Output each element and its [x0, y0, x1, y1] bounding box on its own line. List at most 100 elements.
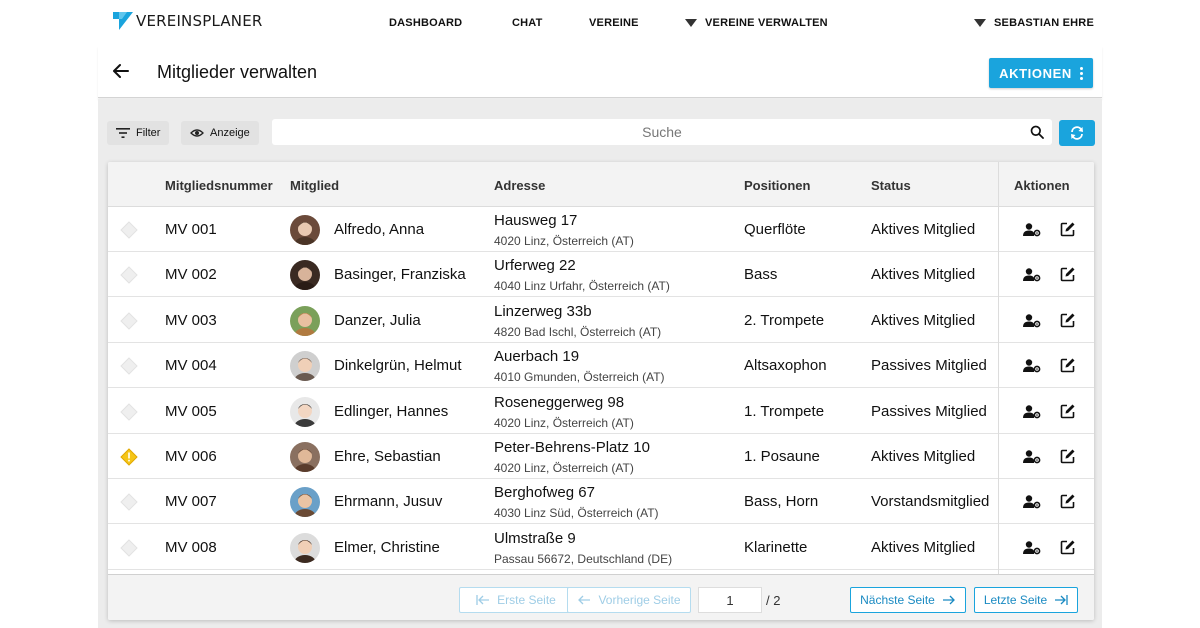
nav-vereine-verwalten[interactable]: VEREINE VERWALTEN	[685, 17, 828, 29]
actions-button[interactable]: AKTIONEN	[989, 58, 1093, 88]
nav-vereine[interactable]: VEREINE	[589, 17, 639, 29]
column-header-number[interactable]: Mitgliedsnummer	[165, 178, 273, 193]
address-street: Roseneggerweg 98	[494, 393, 625, 411]
next-page-label: Nächste Seite	[860, 593, 935, 607]
table-row[interactable]: MV 003 Danzer, Julia Linzerweg 33b 4820 Bad…	[108, 297, 1094, 343]
page-title: Mitglieder verwalten	[157, 62, 318, 82]
address-street: Auerbach 19	[494, 348, 580, 366]
table-row[interactable]: MV 001 Alfredo, Anna Hausweg 17 4020 Linz, …	[108, 207, 1094, 252]
member-number: MV 003	[165, 311, 217, 329]
edit-icon[interactable]	[1060, 266, 1076, 282]
member-status: Passives Mitglied	[871, 357, 987, 375]
member-name[interactable]: Basinger, Franziska	[334, 266, 466, 284]
avatar	[290, 351, 320, 382]
filter-button[interactable]: Filter	[107, 121, 170, 145]
table-header: Mitgliedsnummer Mitglied Adresse Positio…	[108, 162, 1094, 207]
address-city: 4820 Bad Ischl, Österreich (AT)	[494, 324, 662, 339]
display-label: Anzeige	[210, 127, 250, 139]
table-row[interactable]: MV 006 Ehre, Sebastian Peter-Behrens-Platz…	[108, 434, 1094, 479]
page-number-input[interactable]: 1	[698, 587, 762, 613]
member-name[interactable]: Dinkelgrün, Helmut	[334, 357, 462, 375]
edit-icon[interactable]	[1060, 448, 1076, 464]
member-number: MV 005	[165, 402, 217, 420]
member-position: Altsaxophon	[744, 357, 827, 375]
member-name[interactable]: Alfredo, Anna	[334, 221, 425, 238]
user-settings-icon[interactable]	[1023, 358, 1041, 374]
member-name[interactable]: Elmer, Christine	[334, 538, 440, 556]
address-city: Passau 56672, Deutschland (DE)	[494, 551, 673, 566]
warning-icon	[120, 448, 138, 466]
search-icon[interactable]	[1030, 125, 1044, 139]
edit-icon[interactable]	[1060, 357, 1076, 373]
address-street: Hausweg 17	[494, 212, 578, 229]
edit-icon[interactable]	[1060, 221, 1076, 237]
address-city: 4030 Linz Süd, Österreich (AT)	[494, 506, 659, 521]
user-settings-icon[interactable]	[1023, 494, 1041, 510]
user-settings-icon[interactable]	[1023, 449, 1041, 465]
first-page-button[interactable]: Erste Seite	[459, 587, 573, 613]
address-city: 4040 Linz Urfahr, Österreich (AT)	[494, 279, 670, 294]
display-button[interactable]: Anzeige	[181, 121, 259, 145]
column-header-positions[interactable]: Positionen	[744, 178, 811, 193]
user-name: SEBASTIAN EHRE	[994, 17, 1094, 29]
column-header-member[interactable]: Mitglied	[290, 178, 340, 193]
member-number: MV 004	[165, 357, 217, 375]
avatar	[290, 487, 320, 518]
avatar	[290, 305, 320, 336]
address-city: 4020 Linz, Österreich (AT)	[494, 234, 634, 248]
member-status: Aktives Mitglied	[871, 538, 976, 556]
member-status: Vorstandsmitglied	[871, 493, 990, 511]
user-menu[interactable]: SEBASTIAN EHRE	[974, 17, 1094, 29]
member-position: Querflöte	[744, 221, 806, 238]
column-header-address[interactable]: Adresse	[494, 178, 546, 193]
actions-column-divider	[998, 162, 999, 574]
user-settings-icon[interactable]	[1023, 222, 1041, 238]
nav-dashboard[interactable]: DASHBOARD	[389, 17, 462, 29]
last-page-icon	[1055, 595, 1068, 605]
member-name[interactable]: Ehrmann, Jusuv	[334, 493, 443, 511]
back-arrow-icon[interactable]	[112, 62, 130, 80]
edit-icon[interactable]	[1060, 493, 1076, 509]
member-number: MV 002	[165, 266, 217, 284]
arrow-left-icon	[578, 595, 591, 605]
user-settings-icon[interactable]	[1023, 540, 1041, 556]
member-position: 1. Trompete	[744, 402, 825, 420]
member-name[interactable]: Edlinger, Hannes	[334, 402, 449, 420]
address-street: Urferweg 22	[494, 257, 576, 275]
edit-icon[interactable]	[1060, 403, 1076, 419]
member-status: Aktives Mitglied	[871, 266, 976, 284]
member-position: Bass	[744, 266, 778, 284]
previous-page-button[interactable]: Vorherige Seite	[567, 587, 691, 613]
avatar	[290, 442, 320, 472]
first-page-label: Erste Seite	[497, 593, 556, 607]
user-settings-icon[interactable]	[1023, 404, 1041, 420]
user-settings-icon[interactable]	[1023, 313, 1041, 329]
table-row[interactable]: MV 004 Dinkelgrün, Helmut Auerbach 19 4010 …	[108, 343, 1094, 389]
search-input[interactable]	[272, 119, 1052, 145]
last-page-button[interactable]: Letzte Seite	[974, 587, 1078, 613]
members-table: Mitgliedsnummer Mitglied Adresse Positio…	[108, 162, 1094, 620]
refresh-button[interactable]	[1059, 120, 1095, 146]
warning-icon	[120, 402, 138, 421]
member-position: 1. Posaune	[744, 448, 820, 465]
brand-logo[interactable]: VEREINSPLANER	[113, 12, 263, 30]
table-row[interactable]: MV 007 Ehrmann, Jusuv Berghofweg 67 4030 Li…	[108, 479, 1094, 525]
edit-icon[interactable]	[1060, 312, 1076, 328]
user-settings-icon[interactable]	[1023, 267, 1041, 283]
table-row[interactable]: MV 008 Elmer, Christine Ulmstraße 9 Passau …	[108, 524, 1094, 570]
page-header	[98, 46, 1102, 98]
table-row[interactable]: MV 005 Edlinger, Hannes Roseneggerweg 98 40…	[108, 388, 1094, 434]
column-header-actions: Aktionen	[1014, 178, 1070, 193]
member-name[interactable]: Danzer, Julia	[334, 311, 421, 329]
next-page-button[interactable]: Nächste Seite	[850, 587, 966, 613]
address-city: 4020 Linz, Österreich (AT)	[494, 415, 634, 430]
refresh-icon	[1071, 126, 1083, 140]
nav-chat[interactable]: CHAT	[512, 17, 543, 29]
member-position: Bass, Horn	[744, 493, 819, 511]
warning-icon	[120, 221, 138, 239]
column-header-status[interactable]: Status	[871, 178, 911, 193]
nav-vereine-label: VEREINE	[589, 17, 639, 29]
edit-icon[interactable]	[1060, 539, 1076, 555]
member-name[interactable]: Ehre, Sebastian	[334, 448, 441, 465]
table-row[interactable]: MV 002 Basinger, Franziska Urferweg 22 4040…	[108, 252, 1094, 298]
